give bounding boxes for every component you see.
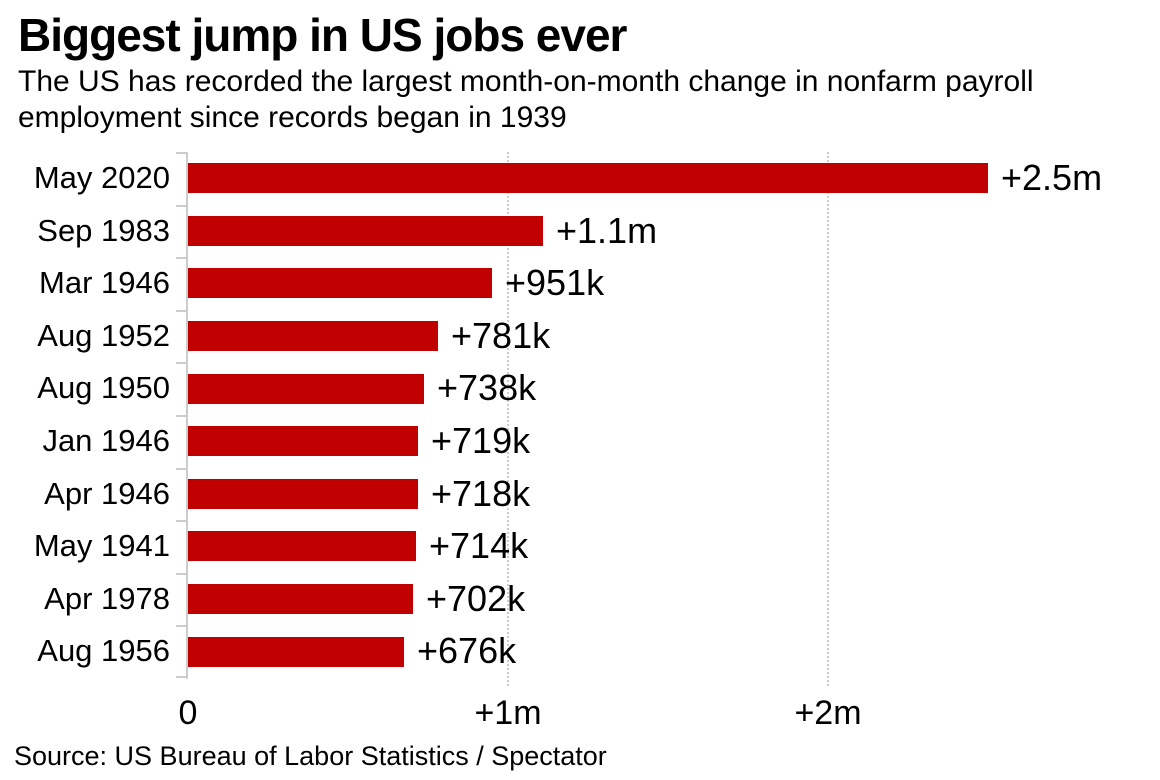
chart-title: Biggest jump in US jobs ever xyxy=(18,9,627,61)
grid-line xyxy=(507,152,509,686)
source-note: Source: US Bureau of Labor Statistics / … xyxy=(14,741,607,771)
bar-row: +702k xyxy=(188,573,1148,626)
axis-tick xyxy=(176,310,186,312)
axis-tick xyxy=(176,676,186,678)
category-label: May 2020 xyxy=(33,160,170,195)
axis-tick xyxy=(176,257,186,259)
category-label: Mar 1946 xyxy=(39,265,170,301)
x-tick-label: +1m xyxy=(474,694,542,732)
bar-value-label: +2.5m xyxy=(1001,157,1103,198)
plot-area: +2.5m +1.1m +951k +781k +738k +719k +718k +714k… xyxy=(176,152,1148,686)
category-label: May 1941 xyxy=(33,528,170,564)
category-label: Apr 1978 xyxy=(44,580,170,616)
bar xyxy=(188,321,438,352)
bar-row: +951k xyxy=(188,257,1148,310)
bar-value-label: +702k xyxy=(426,577,526,619)
category-label: Sep 1983 xyxy=(37,212,170,248)
bar xyxy=(188,426,418,457)
axis-tick xyxy=(176,415,186,417)
axis-tick xyxy=(176,625,186,627)
bar-value-label: +781k xyxy=(451,314,551,356)
category-label: Apr 1946 xyxy=(44,475,170,511)
bar xyxy=(188,373,424,404)
bar xyxy=(188,584,413,615)
bar-row: +738k xyxy=(188,362,1148,415)
bar-value-label: +1.1m xyxy=(556,209,658,251)
bar-value-label: +719k xyxy=(431,420,531,461)
y-axis-line xyxy=(186,152,188,679)
category-label: Jan 1946 xyxy=(42,423,170,458)
grid-line xyxy=(827,152,829,686)
x-tick-label: 0 xyxy=(178,694,198,732)
bar xyxy=(188,163,988,194)
bar-value-label: +676k xyxy=(417,630,517,672)
bar-value-label: +718k xyxy=(431,472,531,514)
bar xyxy=(188,478,418,509)
axis-tick xyxy=(176,468,186,470)
axis-tick xyxy=(176,362,186,364)
bar xyxy=(188,268,492,299)
axis-tick xyxy=(176,520,186,522)
axis-tick xyxy=(176,573,186,575)
x-tick-label: +2m xyxy=(794,694,862,732)
bar-value-label: +714k xyxy=(429,525,529,567)
category-label: Aug 1956 xyxy=(37,633,170,669)
bar xyxy=(188,215,543,246)
bar xyxy=(188,531,416,562)
bar-row: +718k xyxy=(188,468,1148,521)
bar-row: +1.1m xyxy=(188,205,1148,258)
bar-row: +676k xyxy=(188,625,1148,678)
bar xyxy=(188,636,404,667)
category-label: Aug 1952 xyxy=(37,317,170,353)
bar-row: +714k xyxy=(188,520,1148,573)
axis-tick xyxy=(176,205,186,207)
chart-subtitle: The US has recorded the largest month-on… xyxy=(18,65,1034,134)
bar-row: +719k xyxy=(188,415,1148,468)
category-label: Aug 1950 xyxy=(37,370,170,406)
bar-row: +2.5m xyxy=(188,152,1148,205)
axis-tick xyxy=(176,152,186,154)
bar-row: +781k xyxy=(188,310,1148,363)
bar-value-label: +738k xyxy=(437,367,537,409)
x-axis: 0 +1m +2m xyxy=(179,694,1148,734)
bar-value-label: +951k xyxy=(505,262,605,304)
category-axis: May 2020 Sep 1983 Mar 1946 Aug 1952 Aug 1950… xyxy=(0,152,170,678)
